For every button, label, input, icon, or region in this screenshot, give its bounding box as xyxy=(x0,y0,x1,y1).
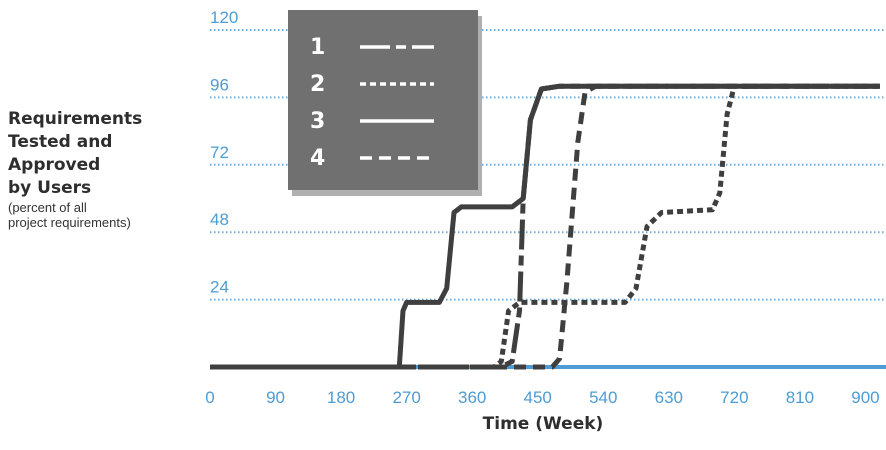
y-tick-label-24: 24 xyxy=(210,278,229,297)
y-axis-label: Requirements Tested and Approved by User… xyxy=(8,108,198,230)
y-tick-label-96: 96 xyxy=(210,75,229,94)
y-axis-title-line-4: by Users xyxy=(8,178,92,198)
legend-label-1: 1 xyxy=(310,35,325,60)
x-tick-label-360: 360 xyxy=(458,388,486,407)
legend-box xyxy=(288,10,478,190)
x-tick-label-720: 720 xyxy=(720,388,748,407)
x-tick-label-540: 540 xyxy=(589,388,617,407)
series-2-line xyxy=(210,83,880,370)
legend-label-4: 4 xyxy=(310,146,325,171)
y-axis-subtitle-line-2: project requirements) xyxy=(8,215,131,230)
x-tick-label-90: 90 xyxy=(266,388,285,407)
y-axis-title-line-1: Requirements xyxy=(8,109,143,129)
legend-label-2: 2 xyxy=(310,72,325,97)
x-tick-label-270: 270 xyxy=(392,388,420,407)
y-tick-label-72: 72 xyxy=(210,143,229,162)
y-axis-title-line-3: Approved xyxy=(8,155,101,175)
legend-label-3: 3 xyxy=(310,109,325,134)
y-axis-title-line-2: Tested and xyxy=(8,132,113,152)
y-tick-label-120: 120 xyxy=(210,8,238,27)
y-tick-label-48: 48 xyxy=(210,210,229,229)
x-axis-label: Time (Week) xyxy=(482,414,604,434)
series-3-line xyxy=(210,83,880,370)
series-4-line xyxy=(210,83,880,370)
y-axis-subtitle-line-1: (percent of all xyxy=(8,200,87,215)
x-tick-label-900: 900 xyxy=(851,388,879,407)
x-tick-label-450: 450 xyxy=(524,388,552,407)
x-tick-label-0: 0 xyxy=(205,388,214,407)
x-tick-label-810: 810 xyxy=(786,388,814,407)
x-tick-label-180: 180 xyxy=(327,388,355,407)
x-tick-label-630: 630 xyxy=(655,388,683,407)
